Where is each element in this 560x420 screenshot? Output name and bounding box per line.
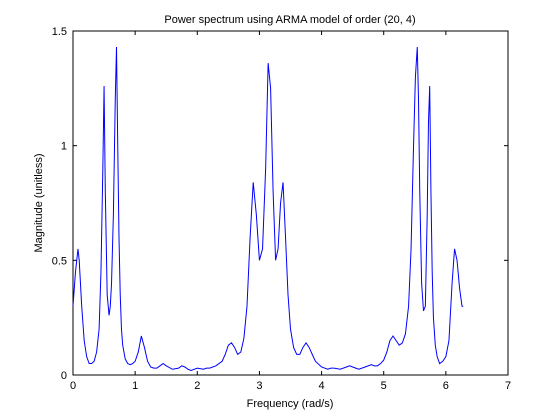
plot-area-frame (72, 30, 509, 376)
x-tick-label: 7 (505, 380, 511, 392)
x-axis: 0 1 2 3 4 5 6 7 (70, 31, 511, 392)
x-tick-label: 6 (443, 380, 449, 392)
x-tick-label: 0 (70, 380, 76, 392)
spectrum-series-line (72, 47, 464, 371)
y-tick-label: 0 (61, 370, 67, 382)
y-tick-label: 1.5 (52, 26, 67, 38)
y-tick-label: 0.5 (52, 255, 67, 267)
y-axis: 0 0.5 1 1.5 (52, 26, 508, 382)
y-tick-label: 1 (61, 141, 67, 153)
x-tick-label: 4 (319, 380, 325, 392)
x-axis-label: Frequency (rad/s) (247, 398, 334, 410)
y-axis-label: Magnitude (unitless) (33, 153, 45, 252)
chart-title: Power spectrum using ARMA model of order… (164, 14, 415, 26)
x-tick-label: 5 (381, 380, 387, 392)
x-tick-label: 2 (194, 380, 200, 392)
x-tick-label: 3 (256, 380, 262, 392)
x-tick-label: 1 (132, 380, 138, 392)
